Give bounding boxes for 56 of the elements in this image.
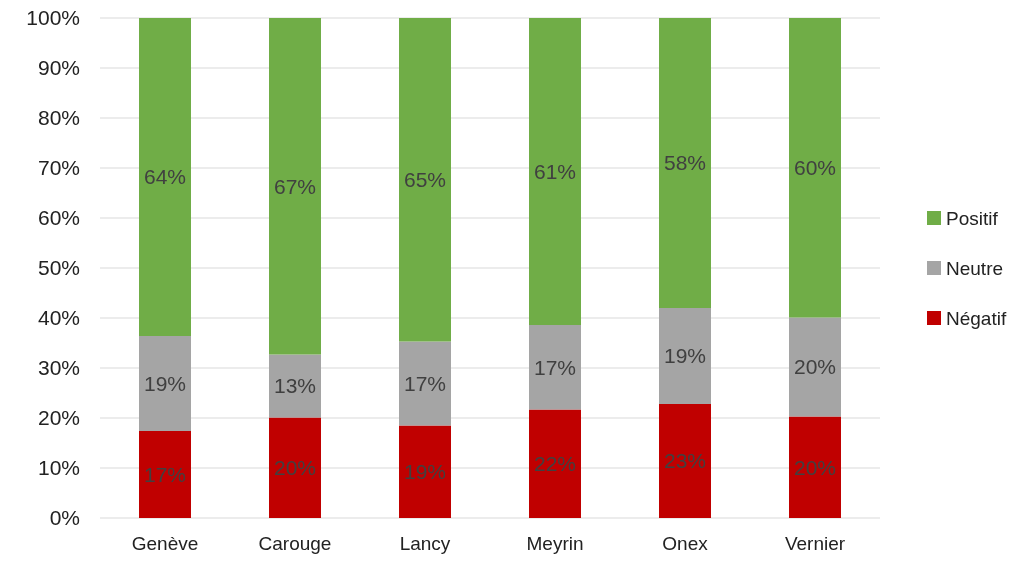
bar: [659, 18, 711, 308]
bar: [139, 431, 191, 518]
data-label: 19%: [403, 460, 447, 484]
legend-label: Négatif: [946, 307, 1007, 329]
legend-label: Neutre: [946, 257, 1004, 279]
data-label: 58%: [663, 151, 707, 175]
bar: [399, 425, 451, 518]
bar: [269, 18, 321, 355]
y-tick-label: 40%: [37, 306, 80, 330]
legend-label: Positif: [946, 207, 999, 229]
y-tick-label: 90%: [37, 56, 80, 80]
data-label: 23%: [663, 449, 707, 473]
bar: [269, 354, 321, 418]
data-label: 64%: [143, 165, 187, 189]
y-tick-label: 80%: [37, 106, 80, 130]
x-tick-label: Carouge: [258, 533, 332, 554]
data-label: 60%: [793, 156, 837, 180]
bar: [659, 308, 711, 404]
x-tick-label: Vernier: [784, 533, 846, 554]
bar: [659, 404, 711, 518]
data-label: 17%: [143, 462, 187, 486]
bar: [529, 409, 581, 518]
bar: [399, 341, 451, 426]
data-label: 20%: [793, 355, 837, 379]
x-tick-label: Lancy: [399, 533, 451, 554]
y-tick-label: 50%: [37, 256, 80, 280]
data-label: 67%: [273, 174, 317, 198]
y-tick-label: 10%: [37, 456, 80, 480]
y-tick-label: 30%: [37, 356, 80, 380]
bar: [789, 317, 841, 417]
data-label: 17%: [403, 371, 447, 395]
data-label: 17%: [533, 355, 577, 379]
data-label: 19%: [663, 344, 707, 368]
bar: [269, 417, 321, 518]
x-tick-label: Onex: [662, 533, 709, 554]
data-label: 13%: [273, 374, 317, 398]
y-tick-label: 20%: [37, 406, 80, 430]
bar: [529, 325, 581, 410]
data-label: 19%: [143, 371, 187, 395]
data-label: 20%: [793, 455, 837, 479]
x-tick-label: Meyrin: [526, 533, 584, 554]
bar: [789, 18, 841, 318]
bar: [789, 416, 841, 518]
y-tick-label: 100%: [26, 6, 80, 30]
data-label: 20%: [273, 456, 317, 480]
bar: [399, 18, 451, 342]
bar: [139, 18, 191, 336]
data-label: 65%: [403, 168, 447, 192]
y-tick-label: 0%: [49, 506, 80, 530]
data-label: 22%: [533, 452, 577, 476]
data-label: 61%: [533, 159, 577, 183]
x-tick-label: Genève: [131, 533, 199, 554]
bar: [529, 18, 581, 325]
bar: [139, 336, 191, 431]
y-tick-label: 70%: [37, 156, 80, 180]
y-tick-label: 60%: [37, 206, 80, 230]
